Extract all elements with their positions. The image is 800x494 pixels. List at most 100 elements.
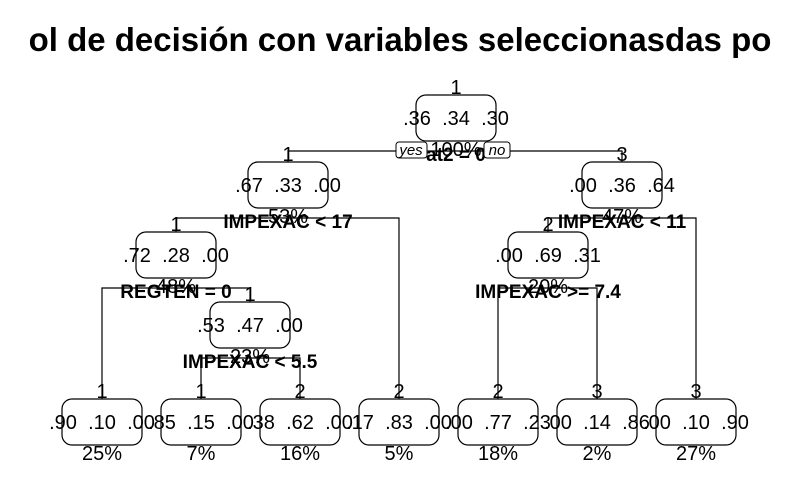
node-probability: .00 [127, 412, 155, 434]
node-probability: .53 [197, 315, 225, 337]
leaf-node: 1 .85 .15 .00 7% [148, 381, 254, 465]
node-box [135, 231, 217, 279]
split-condition: IMPEXAC < 17 [223, 212, 352, 233]
node-box [61, 398, 143, 446]
tree-edges [101, 150, 697, 399]
node-probability: .77 [484, 412, 512, 434]
node-probability: .00 [275, 315, 303, 337]
node-probability: .00 [445, 412, 473, 434]
node-probability: .15 [187, 412, 215, 434]
node-probability: .00 [643, 412, 671, 434]
split-condition: IMPEXAC < 5.5 [183, 352, 318, 373]
node-percentage: 23% [230, 346, 270, 368]
tree-edge [200, 357, 250, 399]
tree-edge [497, 287, 548, 399]
node-probability: .62 [286, 412, 314, 434]
split-condition: REGTEN = 0 [120, 282, 231, 303]
node-percentage: 25% [82, 443, 122, 465]
node-probability: .23 [523, 412, 551, 434]
node-probability: .00 [201, 245, 229, 267]
node-percentage: 27% [676, 443, 716, 465]
yes-label: yes [398, 142, 423, 159]
node-box [247, 161, 329, 209]
node-percentage: 20% [528, 276, 568, 298]
node-probability: .00 [226, 412, 254, 434]
node-class-label: 1 [450, 77, 461, 99]
node-probability: .83 [385, 412, 413, 434]
node-probability: .00 [424, 412, 452, 434]
node-class-label: 2 [542, 214, 553, 236]
leaf-node: 3 .00 .14 .86 2% [544, 381, 650, 465]
node-probability: .67 [235, 175, 263, 197]
node-probability: .72 [123, 245, 151, 267]
node-box [415, 94, 497, 142]
no-label: no [489, 142, 506, 159]
node-probability: .10 [682, 412, 710, 434]
node-probability: .31 [573, 245, 601, 267]
node-percentage: 48% [156, 276, 196, 298]
node-probability: .17 [346, 412, 374, 434]
node-percentage: 53% [268, 206, 308, 228]
node-class-label: 1 [96, 381, 107, 403]
node-class-label: 1 [170, 214, 181, 236]
split-condition: at2 = 0 [426, 145, 486, 166]
node-probability: .86 [622, 412, 650, 434]
node-probability: .00 [569, 175, 597, 197]
chart-title: ol de decisión con variables seleccionas… [29, 21, 772, 58]
node-probability: .00 [325, 412, 353, 434]
node-box [209, 301, 291, 349]
node-probability: .10 [88, 412, 116, 434]
node-probability: .00 [313, 175, 341, 197]
node-box [655, 398, 737, 446]
tree-edge [101, 287, 176, 399]
node-percentage: 18% [478, 443, 518, 465]
node-percentage: 100% [430, 139, 481, 161]
yes-no-labels: yes no [395, 141, 511, 159]
split-condition: IMPEXAC >= 7.4 [475, 282, 621, 303]
leaf-node: 2 .17 .83 .00 5% [346, 381, 452, 465]
node-percentage: 5% [385, 443, 414, 465]
tree-edge [547, 217, 622, 232]
node-class-label: 2 [492, 381, 503, 403]
node-probability: .28 [162, 245, 190, 267]
tree-edge [288, 217, 400, 399]
node-probability: .00 [495, 245, 523, 267]
node-box [358, 398, 440, 446]
node-class-label: 3 [591, 381, 602, 403]
node-probability: .64 [647, 175, 675, 197]
tree-edge [548, 287, 598, 399]
node-probability: .47 [236, 315, 264, 337]
node-probability: .85 [148, 412, 176, 434]
node-percentage: 2% [583, 443, 612, 465]
node-box [581, 161, 663, 209]
node-box [507, 231, 589, 279]
node-probability: .90 [49, 412, 77, 434]
node-class-label: 1 [244, 284, 255, 306]
tree-edge [250, 357, 301, 399]
split-condition: IMPEXAC < 11 [558, 212, 687, 233]
node-box [259, 398, 341, 446]
node-class-label: 1 [282, 144, 293, 166]
tree-edge [175, 217, 288, 232]
node-box [160, 398, 242, 446]
tree-edge [622, 217, 697, 399]
tree-edge [456, 150, 623, 162]
node-class-label: 1 [195, 381, 206, 403]
node-class-label: 3 [690, 381, 701, 403]
node-probability: .33 [274, 175, 302, 197]
node-probability: .36 [608, 175, 636, 197]
node-box [457, 398, 539, 446]
node-class-label: 3 [616, 144, 627, 166]
